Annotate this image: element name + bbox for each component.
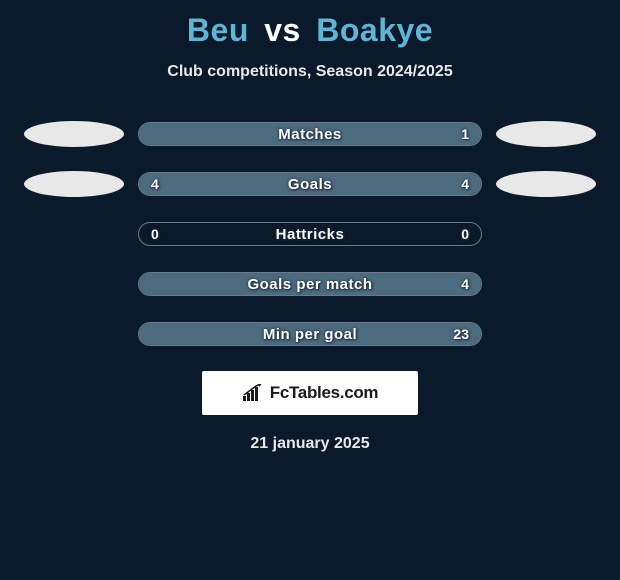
stat-value-right: 4 [461, 273, 469, 295]
chart-icon [242, 384, 264, 402]
player2-oval [496, 171, 596, 197]
stat-value-right: 0 [461, 223, 469, 245]
stat-label: Min per goal [139, 323, 481, 345]
player2-name: Boakye [316, 12, 433, 48]
stat-row: Min per goal23 [0, 321, 620, 347]
vs-label: vs [264, 12, 301, 48]
stat-bar: Matches1 [138, 122, 482, 146]
logo-text: FcTables.com [270, 383, 379, 403]
player1-name: Beu [187, 12, 249, 48]
stat-label: Goals [139, 173, 481, 195]
stat-value-left: 4 [151, 173, 159, 195]
subtitle: Club competitions, Season 2024/2025 [0, 63, 620, 81]
stat-bar: Min per goal23 [138, 322, 482, 346]
stat-bar: Hattricks0 0 [138, 222, 482, 246]
stat-row: Matches1 [0, 121, 620, 147]
player1-oval [24, 171, 124, 197]
stat-label: Matches [139, 123, 481, 145]
player2-oval [496, 121, 596, 147]
stat-row: Hattricks0 0 [0, 221, 620, 247]
stat-label: Goals per match [139, 273, 481, 295]
footer-date: 21 january 2025 [0, 435, 620, 453]
stat-value-left: 0 [151, 223, 159, 245]
stat-bar: Goals per match4 [138, 272, 482, 296]
stat-row: Goals4 4 [0, 171, 620, 197]
stat-value-right: 4 [461, 173, 469, 195]
stat-value-right: 23 [453, 323, 469, 345]
logo-box: FcTables.com [202, 371, 418, 415]
player1-oval [24, 121, 124, 147]
stat-row: Goals per match4 [0, 271, 620, 297]
stat-bar: Goals4 4 [138, 172, 482, 196]
page-title: Beu vs Boakye [0, 0, 620, 49]
stat-value-right: 1 [461, 123, 469, 145]
stat-label: Hattricks [139, 223, 481, 245]
stats-container: Matches1Goals44Hattricks00Goals per matc… [0, 121, 620, 347]
